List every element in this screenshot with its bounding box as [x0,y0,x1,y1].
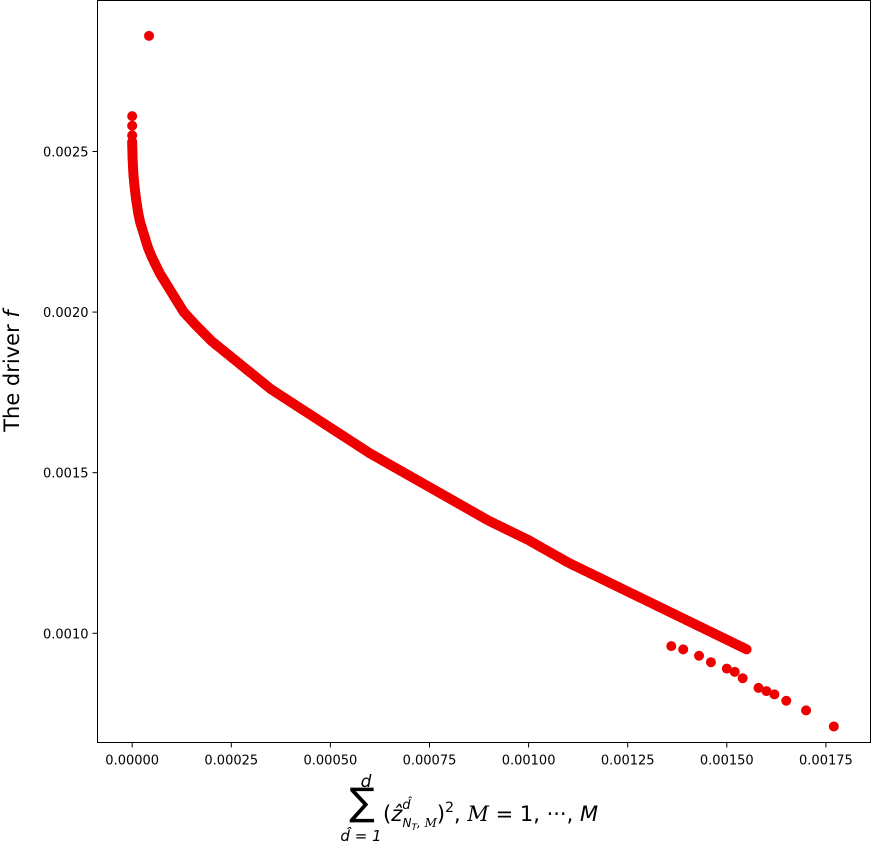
x-axis-label: ∑ d d̂ = 1 (ẑd̂ NT, M)2, M = 1, ···, M [340,772,598,845]
x-axis-label-lower: d̂ = 1 [340,826,381,845]
data-point [828,721,839,732]
x-tick-label: 0.00000 [105,754,159,769]
y-tick-label: 0.0010 [43,627,89,642]
data-point [127,120,138,131]
x-tick-label: 0.00125 [601,754,655,769]
x-tick-label: 0.00050 [304,754,358,769]
y-axis-label-symbol: f [0,307,24,318]
y-tick-label: 0.0020 [43,306,89,321]
y-axis-label-prefix: The driver [0,318,24,433]
data-point [729,666,740,677]
data-point [781,695,792,706]
x-axis-label-upper: d [361,772,372,792]
y-axis-ticks: 0.0010 0.0015 0.0020 0.0025 [43,145,98,642]
x-axis-label-body: (ẑd̂ NT, M)2, M = 1, ···, M [383,798,598,833]
data-point [127,111,138,122]
x-axis-ticks: 0.00000 0.00025 0.00050 0.00075 0.00100 0.001… [105,742,853,769]
plot-frame [97,0,871,743]
x-tick-label: 0.00100 [502,754,556,769]
data-point [666,641,677,652]
x-axis-label-sum: ∑ [349,780,375,824]
data-point [753,682,764,693]
data-point [741,644,752,655]
data-point [801,705,812,716]
data-point [705,657,716,668]
data-point [761,686,772,697]
x-tick-label: 0.00025 [204,754,258,769]
x-tick-label: 0.00175 [799,754,853,769]
data-points [127,30,839,732]
y-tick-label: 0.0025 [43,145,89,160]
y-tick-label: 0.0015 [43,467,89,482]
x-tick-label: 0.00150 [700,754,754,769]
data-point [127,130,138,141]
data-point [769,689,780,700]
x-tick-label: 0.00075 [403,754,457,769]
data-point [694,650,705,661]
data-point [144,30,155,41]
y-axis-label: The driver f [0,307,24,433]
data-point [678,644,689,655]
data-point [737,673,748,684]
data-point [721,663,732,674]
